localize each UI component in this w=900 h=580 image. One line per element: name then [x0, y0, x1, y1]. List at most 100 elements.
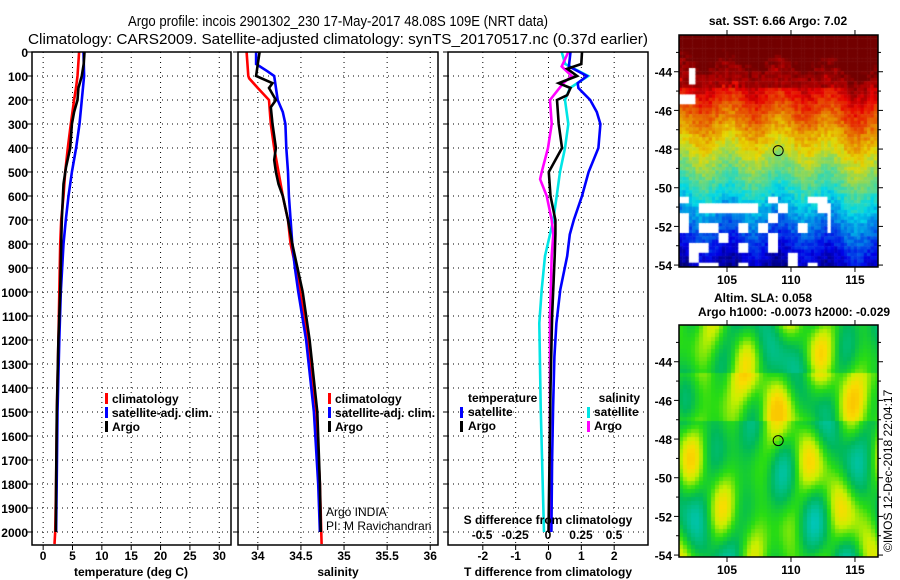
map-lon-label: 110 — [781, 273, 801, 287]
legend-label-t-argo: Argo — [468, 419, 496, 433]
map-lon-label: 115 — [845, 273, 865, 287]
sst-map-frame — [678, 34, 879, 268]
legend-label-satellite: satellite-adj. clim. — [112, 406, 212, 420]
salinity-axis-label: salinity — [317, 565, 359, 579]
map-lat-label: -48 — [655, 433, 673, 447]
x-tick-label: 34 — [251, 549, 265, 563]
y-tick-label: 1400 — [1, 382, 28, 396]
s-diff-tick-label: 0.25 — [569, 528, 593, 542]
legend-swatch-climatology — [105, 393, 108, 404]
legend-swatch-satellite — [105, 407, 108, 418]
legend-label-satellite: satellite-adj. clim. — [335, 406, 435, 420]
x-tick-label: 5 — [69, 549, 76, 563]
salinity-panel-frame — [237, 51, 439, 546]
sla-map-title: Altim. SLA: 0.058 — [714, 291, 812, 305]
sla-map-image — [679, 325, 878, 557]
legend-swatch-t-satellite — [460, 407, 463, 418]
t-difference-axis-label: T difference from climatology — [464, 565, 632, 579]
map-lon-label: 110 — [781, 563, 801, 577]
profile-line-temperature-argo — [547, 51, 584, 533]
y-tick-label: 900 — [8, 262, 28, 276]
float-location-marker — [772, 145, 784, 157]
x-tick-label: 25 — [183, 549, 197, 563]
x-tick-label: 2 — [611, 549, 618, 563]
profile-line-argo — [254, 51, 323, 533]
legend-swatch-t-argo — [460, 421, 463, 432]
x-tick-label: 0 — [545, 549, 552, 563]
x-tick-label: -2 — [477, 549, 488, 563]
sla-map-frame — [678, 324, 879, 558]
title-line-2: Climatology: CARS2009. Satellite-adjuste… — [28, 31, 648, 48]
y-tick-label: 2000 — [1, 526, 28, 540]
legend-swatch-satellite — [328, 407, 331, 418]
y-tick-label: 1200 — [1, 334, 28, 348]
legend-label-t-satellite: satellite — [468, 405, 513, 419]
grid-lines — [27, 51, 648, 550]
temperature-legend: climatology satellite-adj. clim. Argo — [105, 392, 212, 434]
difference-legend: temperature satellite Argo salinity sate… — [460, 391, 640, 433]
map-lat-label: -44 — [655, 356, 673, 370]
profile-lines — [53, 51, 602, 545]
y-tick-label: 0 — [21, 46, 28, 60]
s-difference-axis-label: S difference from climatology — [464, 513, 633, 527]
profile-line-temperature-satellite — [550, 51, 602, 533]
y-tick-label: 200 — [8, 94, 28, 108]
profile-line-satellite-adj-clim- — [254, 52, 322, 533]
y-tick-label: 100 — [8, 70, 28, 84]
y-tick-label: 600 — [8, 190, 28, 204]
institution-note: Argo INDIA — [326, 505, 387, 519]
salinity-legend: climatology satellite-adj. clim. Argo — [328, 392, 435, 434]
legend-swatch-climatology — [328, 393, 331, 404]
profile-line-argo — [54, 51, 86, 533]
x-tick-label: 1 — [578, 549, 585, 563]
x-tick-label: 10 — [95, 549, 109, 563]
x-tick-label: 35 — [337, 549, 351, 563]
y-tick-label: 500 — [8, 166, 28, 180]
profile-line-salinity-argo — [538, 51, 574, 533]
legend-swatch-s-satellite — [587, 407, 590, 418]
profile-line-climatology — [53, 51, 81, 545]
y-tick-label: 400 — [8, 142, 28, 156]
map-lat-label: -52 — [655, 510, 673, 524]
y-tick-label: 1300 — [1, 358, 28, 372]
map-lat-label: -46 — [655, 394, 673, 408]
y-tick-label: 1000 — [1, 286, 28, 300]
map-lat-label: -46 — [655, 104, 673, 118]
temperature-panel-frame — [31, 51, 232, 546]
y-tick-label: 1900 — [1, 502, 28, 516]
difference-panel-frame — [447, 51, 649, 546]
y-tick-label: 1600 — [1, 430, 28, 444]
y-tick-label: 700 — [8, 214, 28, 228]
legend-heading-salinity: salinity — [599, 391, 641, 405]
map-lat-label: -54 — [655, 549, 673, 563]
legend-swatch-argo — [105, 421, 108, 432]
x-tick-label: 15 — [125, 549, 139, 563]
legend-label-s-argo: Argo — [594, 419, 622, 433]
legend-swatch-argo — [328, 421, 331, 432]
map-lon-label: 105 — [717, 563, 737, 577]
legend-label-argo: Argo — [335, 420, 363, 434]
map-lat-label: -48 — [655, 143, 673, 157]
s-diff-tick-label: -0.25 — [501, 528, 529, 542]
profile-line-salinity-satellite — [537, 51, 591, 533]
tick-labels: 0100200300400500600700800900100011001200… — [1, 30, 883, 577]
title-line-1: Argo profile: incois 2901302_230 17-May-… — [128, 13, 548, 30]
x-tick-label: -1 — [510, 549, 521, 563]
legend-label-climatology: climatology — [335, 392, 402, 406]
copyright-note: ©IMOS 12-Dec-2018 22:04:17 — [881, 389, 895, 552]
s-diff-tick-label: -0.5 — [472, 528, 493, 542]
legend-heading-temperature: temperature — [468, 391, 538, 405]
sst-map-image — [679, 35, 878, 267]
map-lat-label: -50 — [655, 472, 673, 486]
legend-swatch-s-argo — [587, 421, 590, 432]
map-lat-label: -50 — [655, 182, 673, 196]
pi-note: PI: M Ravichandran — [326, 519, 431, 533]
x-tick-label: 36 — [424, 549, 438, 563]
legend-label-argo: Argo — [112, 420, 140, 434]
map-lat-label: -54 — [655, 259, 673, 273]
y-tick-label: 1800 — [1, 478, 28, 492]
y-tick-label: 300 — [8, 118, 28, 132]
x-tick-label: 0 — [40, 549, 47, 563]
